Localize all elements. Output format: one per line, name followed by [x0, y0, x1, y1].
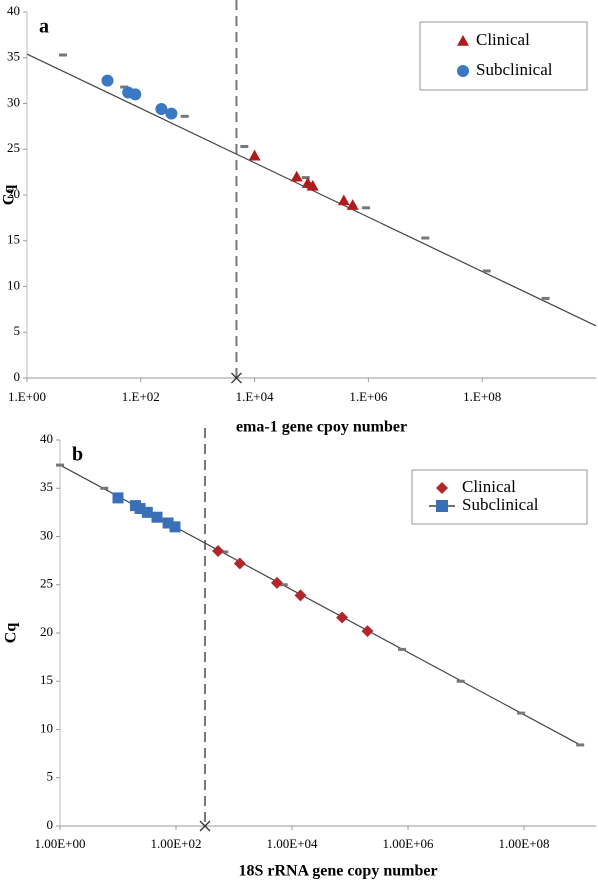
data-point	[112, 492, 124, 504]
data-point	[141, 506, 153, 518]
y-tick-label: 0	[14, 369, 21, 384]
x-tick-label: 1.00E+00	[34, 836, 85, 851]
data-point	[290, 170, 303, 182]
y-tick-label: 20	[7, 186, 20, 201]
data-point	[306, 179, 319, 191]
data-point	[151, 511, 163, 523]
legend-label: Subclinical	[462, 495, 539, 514]
y-tick-label: 35	[40, 479, 53, 494]
data-point	[361, 625, 374, 638]
legend-label: Clinical	[476, 30, 530, 49]
data-point	[346, 199, 359, 210]
y-tick-label: 40	[40, 431, 53, 446]
x-axis-title: 18S rRNA gene copy number	[238, 863, 437, 880]
x-axis-title: ema-1 gene cpoy number	[236, 419, 407, 436]
data-point	[248, 149, 261, 161]
data-point	[129, 88, 142, 101]
y-tick-label: 40	[7, 3, 20, 18]
y-tick-label: 15	[7, 232, 20, 247]
cutoff-marker	[231, 372, 242, 384]
data-point	[294, 589, 307, 602]
data-point	[336, 611, 349, 624]
data-point	[337, 194, 350, 206]
legend-box	[419, 21, 588, 91]
legend-marker	[457, 65, 469, 77]
x-tick-label: 1.E+06	[349, 389, 388, 404]
data-point	[212, 544, 225, 557]
y-tick-label: 15	[40, 672, 53, 687]
y-tick-label: 25	[7, 140, 20, 155]
cutoff-marker	[199, 820, 211, 832]
y-tick-label: 30	[40, 527, 53, 542]
legend-marker	[436, 482, 448, 494]
y-tick-label: 5	[47, 769, 54, 784]
data-point	[270, 576, 283, 589]
legend-marker	[457, 35, 469, 46]
legend-marker	[436, 500, 448, 512]
panel-label: b	[72, 444, 83, 466]
data-point	[233, 557, 246, 570]
y-tick-label: 20	[40, 624, 53, 639]
y-tick-label: 25	[40, 576, 53, 591]
x-tick-label: 1.00E+06	[383, 836, 435, 851]
x-tick-label: 1.E+00	[8, 389, 46, 404]
y-axis-title: Cq	[1, 185, 18, 206]
data-point	[169, 521, 181, 533]
data-point	[101, 74, 114, 87]
y-axis-title: Cq	[3, 623, 20, 644]
legend-box	[411, 469, 588, 525]
y-tick-label: 5	[14, 323, 21, 338]
x-tick-label: 1.00E+04	[267, 836, 319, 851]
x-tick-label: 1.E+04	[236, 389, 275, 404]
panel-label: a	[39, 16, 49, 38]
data-point	[165, 107, 178, 120]
x-tick-label: 1.E+02	[122, 389, 160, 404]
y-tick-label: 35	[7, 49, 20, 64]
y-tick-label: 30	[7, 94, 20, 109]
legend-label: Clinical	[462, 477, 516, 496]
y-tick-label: 0	[47, 817, 54, 832]
y-tick-label: 10	[40, 720, 53, 735]
legend-label: Subclinical	[476, 60, 553, 79]
data-point	[155, 102, 168, 115]
x-tick-label: 1.00E+08	[499, 836, 550, 851]
y-tick-label: 10	[7, 277, 20, 292]
x-tick-label: 1.E+08	[463, 389, 501, 404]
x-tick-label: 1.00E+02	[150, 836, 201, 851]
